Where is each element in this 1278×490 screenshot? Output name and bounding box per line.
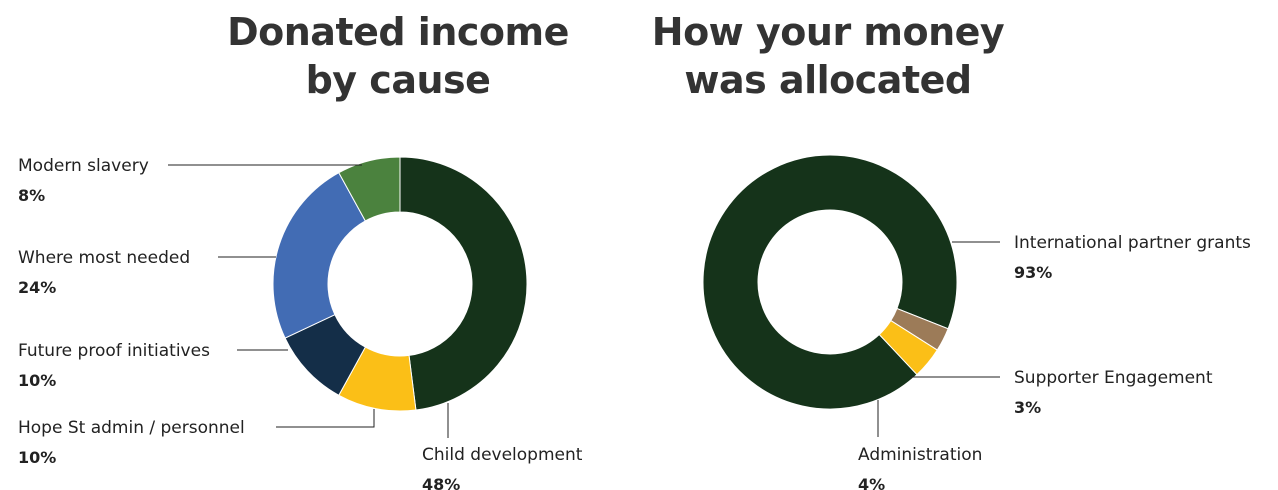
donut-chart-1: Child development 48% Hope St admin / pers…	[18, 156, 583, 490]
leader-line-hope-st-admin-personnel	[276, 409, 375, 428]
slice-value-hope-st-admin-personnel: 10%	[18, 448, 56, 467]
slice-label-supporter-engagement: Supporter Engagement	[1014, 368, 1213, 388]
slice-administration	[878, 319, 938, 376]
donut-chart-2: International partner grants 93% Supporter…	[702, 154, 1251, 490]
slice-label-administration: Administration	[858, 445, 982, 465]
chart-title-donated-income: Donated income by cause	[198, 8, 598, 104]
slice-child-development	[399, 156, 528, 411]
slice-label-international-partner-grants: International partner grants	[1014, 233, 1251, 253]
slice-value-modern-slavery: 8%	[18, 186, 45, 205]
chart-title-money-allocation: How your money was allocated	[628, 8, 1028, 104]
slice-label-future-proof-initiatives: Future proof initiatives	[18, 341, 210, 361]
slice-label-child-development: Child development	[422, 445, 583, 465]
slice-value-child-development: 48%	[422, 475, 460, 490]
slice-value-where-most-needed: 24%	[18, 278, 56, 297]
slice-label-hope-st-admin-personnel: Hope St admin / personnel	[18, 418, 245, 438]
slice-label-where-most-needed: Where most needed	[18, 248, 190, 268]
slice-value-future-proof-initiatives: 10%	[18, 371, 56, 390]
title-line-2: by cause	[305, 58, 491, 102]
slice-value-administration: 4%	[858, 475, 885, 490]
slice-value-supporter-engagement: 3%	[1014, 398, 1041, 417]
slice-international-partner-grants	[702, 154, 958, 410]
slice-where-most-needed	[272, 172, 366, 339]
title-line-2: was allocated	[684, 58, 972, 102]
title-line-1: Donated income	[227, 10, 569, 54]
slice-label-modern-slavery: Modern slavery	[18, 156, 149, 176]
title-line-1: How your money	[651, 10, 1005, 54]
slice-value-international-partner-grants: 93%	[1014, 263, 1052, 282]
